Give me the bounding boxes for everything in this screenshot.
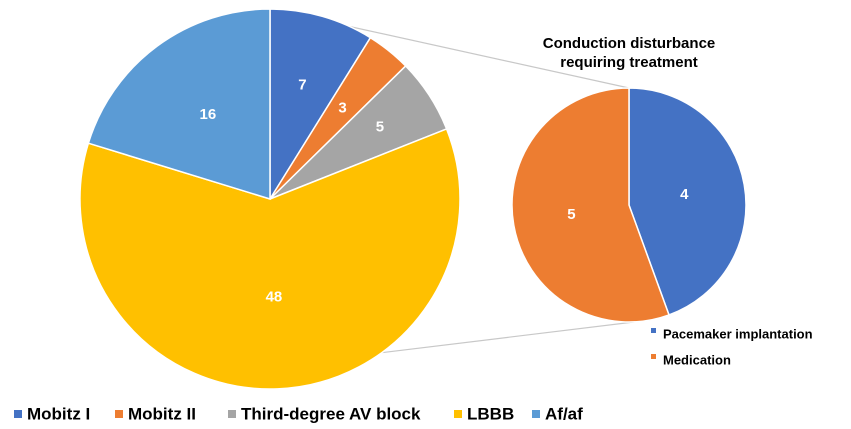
legend-item-third-degree-av-block: Third-degree AV block <box>228 404 421 423</box>
legend-swatch-lbbb <box>454 410 462 418</box>
sub-legend-swatch-pacemaker-implantation <box>651 328 656 333</box>
sub-pie-title-line-2: requiring treatment <box>560 54 698 71</box>
slice-medication <box>511 87 670 323</box>
legend-item-mobitz-i: Mobitz I <box>14 404 90 423</box>
sub-pie-title: Conduction disturbance requiring treatme… <box>543 35 716 71</box>
slice-label-medication: 5 <box>567 206 575 223</box>
sub-legend: Pacemaker implantation Medication <box>651 326 813 367</box>
connector-line-bottom <box>381 319 651 354</box>
legend-item-af-af: Af/af <box>532 404 583 423</box>
legend-swatch-mobitz-i <box>14 410 22 418</box>
legend-label-lbbb: LBBB <box>467 404 514 423</box>
main-legend: Mobitz I Mobitz II Third-degree AV block LB… <box>14 404 583 423</box>
legend-item-mobitz-ii: Mobitz II <box>115 404 196 423</box>
legend-swatch-third-degree-av-block <box>228 410 236 418</box>
legend-item-lbbb: LBBB <box>454 404 514 423</box>
sub-legend-item-medication: Medication <box>651 352 731 367</box>
slice-label-lbbb: 48 <box>266 289 283 306</box>
sub-legend-label-medication: Medication <box>663 352 731 367</box>
slice-label-mobitz-ii: 3 <box>338 100 346 117</box>
sub-legend-item-pacemaker-implantation: Pacemaker implantation <box>651 326 813 341</box>
sub-pie-title-line-1: Conduction disturbance <box>543 35 716 52</box>
sub-pie: 45 <box>511 87 747 323</box>
main-pie: 7 3 5 48 16 <box>79 8 461 390</box>
slice-af-af <box>87 8 271 201</box>
slice-mobitz-i <box>269 8 372 202</box>
slice-label-pacemaker-implantation: 4 <box>680 186 689 203</box>
legend-swatch-af-af <box>532 410 540 418</box>
slice-label-mobitz-i: 7 <box>298 77 306 94</box>
legend-label-af-af: Af/af <box>545 404 583 423</box>
legend-label-mobitz-ii: Mobitz II <box>128 404 196 423</box>
slice-lbbb <box>79 127 461 390</box>
sub-legend-label-pacemaker-implantation: Pacemaker implantation <box>663 326 813 341</box>
sub-legend-swatch-medication <box>651 354 656 359</box>
slice-pacemaker-implantation <box>628 87 747 316</box>
legend-swatch-mobitz-ii <box>115 410 123 418</box>
slice-label-third-degree-av-block: 5 <box>376 118 384 135</box>
slice-label-af-af: 16 <box>200 106 217 123</box>
legend-label-third-degree-av-block: Third-degree AV block <box>241 404 421 423</box>
legend-label-mobitz-i: Mobitz I <box>27 404 90 423</box>
